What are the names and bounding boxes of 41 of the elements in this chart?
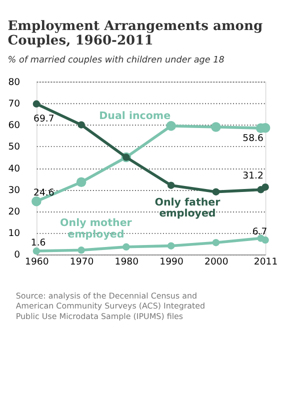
point	[76, 177, 86, 187]
point	[262, 183, 269, 191]
point	[32, 100, 40, 108]
y-tick-label: 60	[8, 120, 20, 132]
chart-subtitle: % of married couples with children under age 18	[8, 56, 225, 66]
point	[212, 188, 220, 196]
data-label: 6.7	[252, 226, 268, 238]
x-tick-label: 1960	[25, 256, 49, 268]
series-label: Dual income	[99, 110, 171, 122]
y-tick-label: 20	[8, 206, 20, 218]
point	[166, 121, 176, 131]
point	[32, 247, 40, 255]
point	[211, 122, 221, 132]
x-tick-label: 1980	[114, 256, 139, 268]
data-label: 24.6	[34, 188, 54, 199]
x-tick-label: 2011	[254, 256, 278, 268]
y-tick-label: 40	[8, 163, 20, 174]
point	[122, 243, 130, 251]
series-label: Only father employed	[154, 196, 222, 220]
data-label: 58.6	[242, 132, 264, 144]
point	[32, 196, 42, 206]
x-tick-label: 2000	[204, 256, 228, 268]
point	[78, 121, 85, 128]
point	[212, 238, 220, 246]
y-tick-label: 10	[8, 228, 20, 240]
x-tick-label: 1990	[160, 256, 184, 268]
point	[167, 242, 175, 250]
y-tick-label: 80	[8, 76, 20, 88]
point	[262, 236, 269, 244]
y-tick-label: 50	[8, 142, 20, 153]
point	[78, 246, 85, 254]
data-label: 1.6	[30, 237, 46, 248]
data-label: 69.7	[34, 114, 54, 125]
series-label: Only mother employed	[60, 217, 133, 240]
chart-title: Employment Arrangements among Couples, 1960-2011	[8, 18, 263, 49]
y-tick-label: 0	[14, 250, 20, 261]
point	[167, 182, 175, 189]
y-tick-label: 70	[8, 98, 20, 110]
data-label: 31.2	[242, 170, 264, 182]
y-tick-label: 30	[8, 184, 20, 196]
x-tick-label: 1970	[70, 256, 94, 268]
